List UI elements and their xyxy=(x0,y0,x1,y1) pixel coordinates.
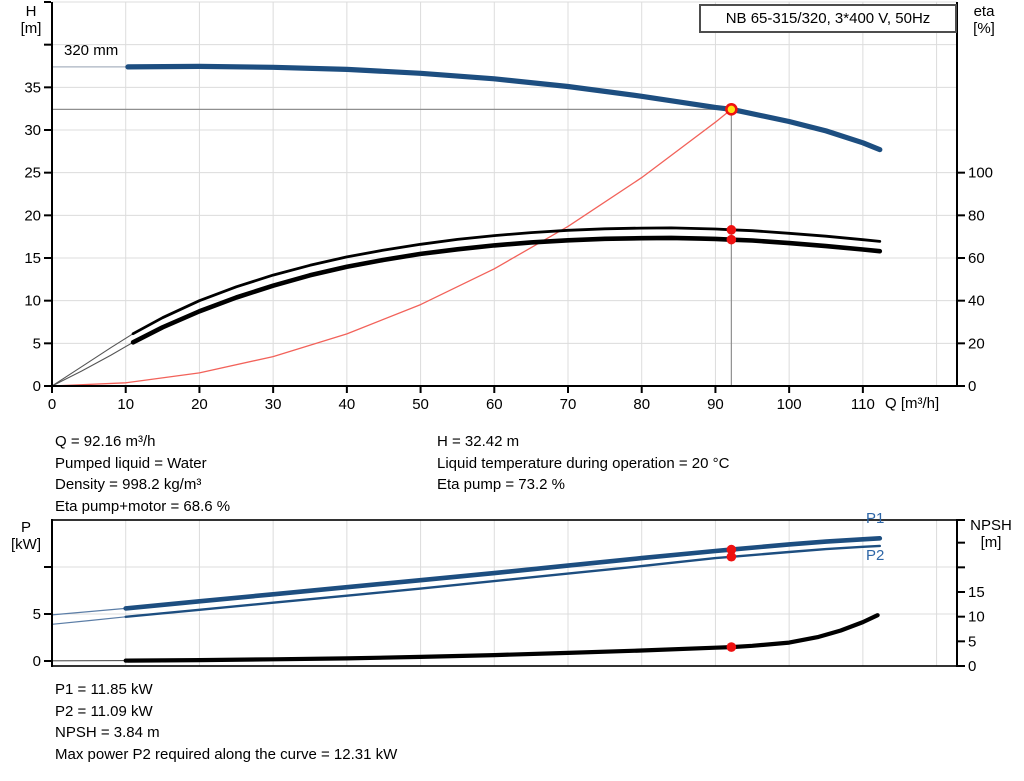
q-axis-tick-label: 0 xyxy=(48,396,56,413)
p-axis-title-unit: [kW] xyxy=(11,536,41,553)
h-axis-tick-label: 10 xyxy=(24,293,41,310)
eta-axis-title-unit: [%] xyxy=(973,20,995,37)
info-pumped-liquid: Pumped liquid = Water xyxy=(55,454,207,472)
q-axis-tick-label: 90 xyxy=(707,396,724,413)
h-axis-tick-label: 5 xyxy=(33,335,41,352)
eta-pump-motor-lead-curve xyxy=(51,341,134,387)
p-axis-tick-label: 5 xyxy=(33,606,41,623)
info-p2: P2 = 11.09 kW xyxy=(55,702,153,720)
result-data: P1 = 11.85 kW P2 = 11.09 kW NPSH = 3.84 … xyxy=(55,679,397,765)
npsh-axis-tick-label: 0 xyxy=(968,658,976,675)
npsh-curve xyxy=(123,613,880,663)
info-density: Density = 998.2 kg/m³ xyxy=(55,476,202,494)
eta-axis-tick-label: 80 xyxy=(968,207,985,224)
q-axis-unit: Q [m³/h] xyxy=(885,395,940,412)
q-axis-tick-label: 10 xyxy=(117,396,134,413)
h-axis-tick-label: 25 xyxy=(24,165,41,182)
p2-lead-curve xyxy=(51,616,126,625)
q-axis-tick-label: 50 xyxy=(412,396,429,413)
info-h: H = 32.42 m xyxy=(437,433,520,450)
info-p1: P1 = 11.85 kW xyxy=(55,681,153,698)
npsh-axis-title-unit: [m] xyxy=(980,534,1002,551)
pump-title-box: NB 65-315/320, 3*400 V, 50Hz xyxy=(699,4,957,33)
info-eta-pump-motor: Eta pump+motor = 68.6 % xyxy=(55,497,231,515)
impeller-diameter-label: 320 mm xyxy=(64,42,119,59)
eta-pump-curve xyxy=(131,226,882,336)
eta-axis-tick-label: 40 xyxy=(968,293,985,310)
npsh-axis-tick-label: 10 xyxy=(968,609,985,626)
h-axis-tick-label: 35 xyxy=(24,79,41,96)
p-axis-title-symbol: P xyxy=(20,519,31,536)
h-axis-tick-label: 15 xyxy=(24,250,41,267)
p-axis-title: P [kW] xyxy=(5,519,47,553)
p1-lead-curve xyxy=(51,607,126,616)
info-liquid-temperature: Liquid temperature during operation = 20… xyxy=(437,454,730,472)
npsh-axis-title-symbol: NPSH xyxy=(970,517,1012,534)
q-axis-tick-label: 100 xyxy=(777,396,802,413)
duty-value-marker xyxy=(726,544,737,555)
q-axis-tick-label: 20 xyxy=(191,396,208,413)
h-axis-title-unit: [m] xyxy=(20,20,42,37)
head-curve xyxy=(125,63,883,153)
duty-value-marker xyxy=(726,234,737,245)
eta-axis-tick-label: 100 xyxy=(968,165,993,182)
eta-axis-title: eta [%] xyxy=(963,3,1005,37)
q-axis-tick-label: 70 xyxy=(560,396,577,413)
eta-pump-lead-curve xyxy=(51,333,134,387)
info-max-power: Max power P2 required along the curve = … xyxy=(55,745,398,763)
p-axis-tick-label: 0 xyxy=(33,653,41,670)
npsh-axis-tick-label: 5 xyxy=(968,633,976,650)
duty-value-marker xyxy=(726,225,737,235)
npsh-axis-title: NPSH [m] xyxy=(961,517,1021,551)
eta-axis-tick-label: 60 xyxy=(968,250,985,267)
operating-data-right: H = 32.42 m Liquid temperature during op… xyxy=(437,431,729,496)
eta-pump-motor-curve xyxy=(130,235,883,345)
operating-data-left: Q = 92.16 m³/h Pumped liquid = Water Den… xyxy=(55,431,230,517)
h-axis-tick-label: 30 xyxy=(24,122,41,139)
eta-axis-title-symbol: eta xyxy=(973,3,995,20)
h-axis-tick-label: 20 xyxy=(24,207,41,224)
p1-curve xyxy=(123,536,883,611)
info-eta-pump: Eta pump = 73.2 % xyxy=(437,476,565,494)
h-axis-tick-label: 0 xyxy=(33,378,41,395)
eta-axis-tick-label: 0 xyxy=(968,378,976,395)
q-axis-tick-label: 80 xyxy=(633,396,650,413)
p2-curve-label: P2 xyxy=(866,547,885,564)
q-axis-tick-label: 40 xyxy=(339,396,356,413)
h-axis-title: H [m] xyxy=(13,3,49,37)
p1-curve-label: P1 xyxy=(866,510,885,527)
h-axis-title-symbol: H xyxy=(25,3,37,20)
info-q: Q = 92.16 m³/h xyxy=(55,433,156,450)
duty-value-marker xyxy=(726,642,737,652)
q-axis-tick-label: 110 xyxy=(851,396,875,413)
q-axis-tick-label: 30 xyxy=(265,396,282,413)
system-curve-curve xyxy=(51,108,733,387)
eta-axis-tick-label: 20 xyxy=(968,335,985,352)
p2-curve xyxy=(124,544,881,618)
q-axis-tick-label: 60 xyxy=(486,396,503,413)
duty-value-marker xyxy=(726,551,737,562)
duty-point-marker[interactable] xyxy=(725,103,738,116)
npsh-axis-tick-label: 15 xyxy=(968,584,985,601)
info-npsh: NPSH = 3.84 m xyxy=(55,724,160,742)
